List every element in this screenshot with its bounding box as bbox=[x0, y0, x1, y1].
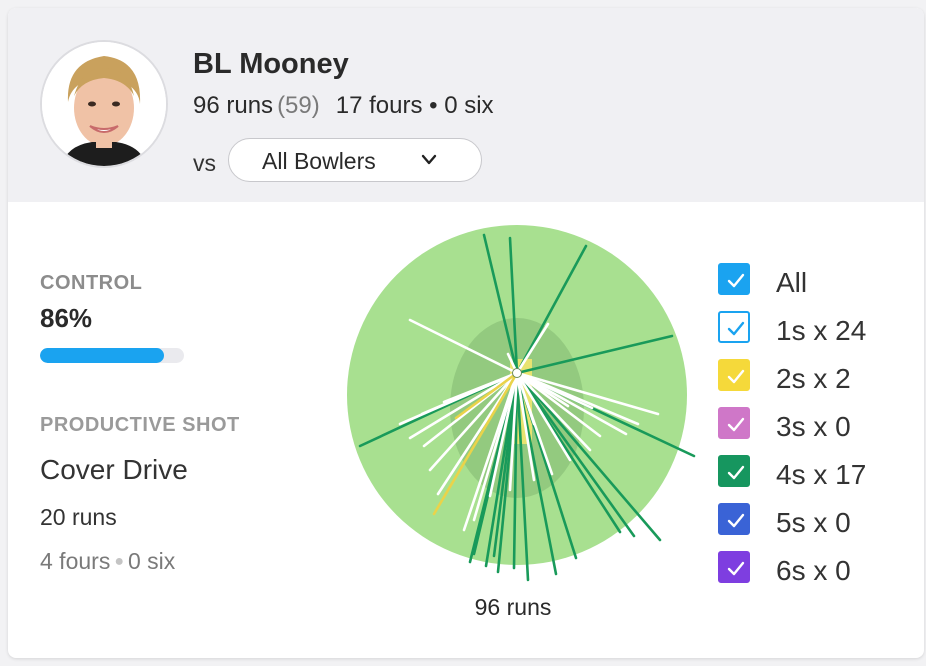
shot-line-ones bbox=[515, 371, 570, 408]
shot-line-ones bbox=[515, 371, 628, 436]
shot-line-fours bbox=[508, 236, 519, 375]
checkmark-icon bbox=[727, 513, 745, 528]
shot-line-fours bbox=[482, 233, 519, 375]
checkmark-icon bbox=[727, 369, 745, 384]
shot-line-ones bbox=[408, 371, 519, 440]
shot-line-ones bbox=[508, 371, 519, 492]
control-progress-fill bbox=[40, 348, 164, 363]
player-photo bbox=[42, 42, 166, 166]
wagon-batter-position bbox=[512, 368, 522, 378]
player-boundaries: 17 fours • 0 six bbox=[335, 92, 494, 119]
shot-line-fours bbox=[515, 371, 636, 538]
legend-checkbox[interactable] bbox=[718, 311, 750, 343]
productive-shot-boundaries: 4 fours ● 0 six bbox=[40, 548, 175, 575]
player-name: BL Mooney bbox=[193, 48, 349, 80]
control-value: 86% bbox=[40, 303, 93, 333]
legend-checkbox[interactable] bbox=[718, 359, 750, 391]
checkmark-icon bbox=[727, 417, 745, 432]
shot-line-ones bbox=[515, 371, 660, 416]
checkmark-icon bbox=[727, 273, 745, 288]
shot-line-fours bbox=[515, 244, 588, 375]
shot-line-ones bbox=[488, 371, 519, 498]
shot-line-ones bbox=[515, 371, 536, 482]
shot-line-twos bbox=[454, 371, 519, 420]
separator-dot: ● bbox=[114, 553, 124, 570]
shot-line-ones bbox=[515, 322, 550, 375]
legend-label: 3s x 0 bbox=[776, 411, 851, 442]
checkmark-icon bbox=[727, 561, 745, 576]
legend-label: 6s x 0 bbox=[776, 555, 851, 586]
legend-checkbox[interactable] bbox=[718, 455, 750, 487]
shot-line-ones bbox=[515, 371, 594, 410]
player-card: BL Mooney 96 runs (59) 17 fours • 0 six vs… bbox=[8, 8, 924, 658]
player-avatar bbox=[40, 40, 168, 168]
control-label: CONTROL bbox=[40, 272, 143, 294]
shot-line-fours bbox=[515, 371, 530, 582]
productive-shot-fours: 4 fours bbox=[40, 548, 111, 574]
productive-shot-label: PRODUCTIVE SHOT bbox=[40, 414, 240, 436]
legend-checkbox[interactable] bbox=[718, 551, 750, 583]
shot-line-ones bbox=[515, 371, 572, 462]
control-progress-bar bbox=[40, 348, 184, 363]
productive-shot-name: Cover Drive bbox=[40, 454, 188, 485]
chevron-down-icon bbox=[421, 154, 437, 165]
player-stats: 96 runs (59) 17 fours • 0 six bbox=[193, 92, 494, 120]
player-runs: 96 runs bbox=[193, 92, 274, 119]
shot-line-fours bbox=[515, 334, 674, 375]
legend-label: 5s x 0 bbox=[776, 507, 851, 538]
vs-label: vs bbox=[193, 150, 216, 176]
shot-line-fours bbox=[515, 371, 662, 542]
checkmark-icon bbox=[727, 321, 745, 336]
wagon-wheel bbox=[347, 225, 696, 582]
legend-checkbox[interactable] bbox=[718, 503, 750, 535]
bowler-dropdown-value: All Bowlers bbox=[262, 148, 376, 174]
legend-label: All bbox=[776, 267, 808, 298]
checkmark-icon bbox=[727, 465, 745, 480]
legend-label: 2s x 2 bbox=[776, 363, 851, 394]
player-balls: (59) bbox=[277, 92, 320, 119]
bowler-dropdown[interactable]: All Bowlers bbox=[228, 138, 482, 182]
shot-line-fours bbox=[512, 371, 519, 570]
shot-line-ones bbox=[408, 318, 519, 375]
legend-checkbox[interactable] bbox=[718, 407, 750, 439]
legend-checkbox[interactable] bbox=[718, 263, 750, 295]
shot-line-ones bbox=[515, 371, 602, 438]
shot-line-ones bbox=[515, 371, 536, 426]
productive-shot-sixes: 0 six bbox=[128, 548, 176, 574]
player-header: BL Mooney 96 runs (59) 17 fours • 0 six vs… bbox=[8, 8, 924, 202]
shot-line-fours bbox=[492, 371, 519, 558]
wagon-total-runs: 96 runs bbox=[474, 594, 552, 620]
shot-line-ones bbox=[428, 371, 519, 472]
legend-label: 4s x 17 bbox=[776, 459, 867, 490]
wagon-shots bbox=[358, 233, 696, 582]
legend-label: 1s x 24 bbox=[776, 315, 867, 346]
shot-line-ones bbox=[515, 371, 592, 452]
shot-line-ones bbox=[420, 371, 519, 416]
productive-shot-runs: 20 runs bbox=[40, 504, 117, 530]
shot-line-ones bbox=[472, 371, 519, 522]
shot-line-twos bbox=[432, 371, 519, 516]
